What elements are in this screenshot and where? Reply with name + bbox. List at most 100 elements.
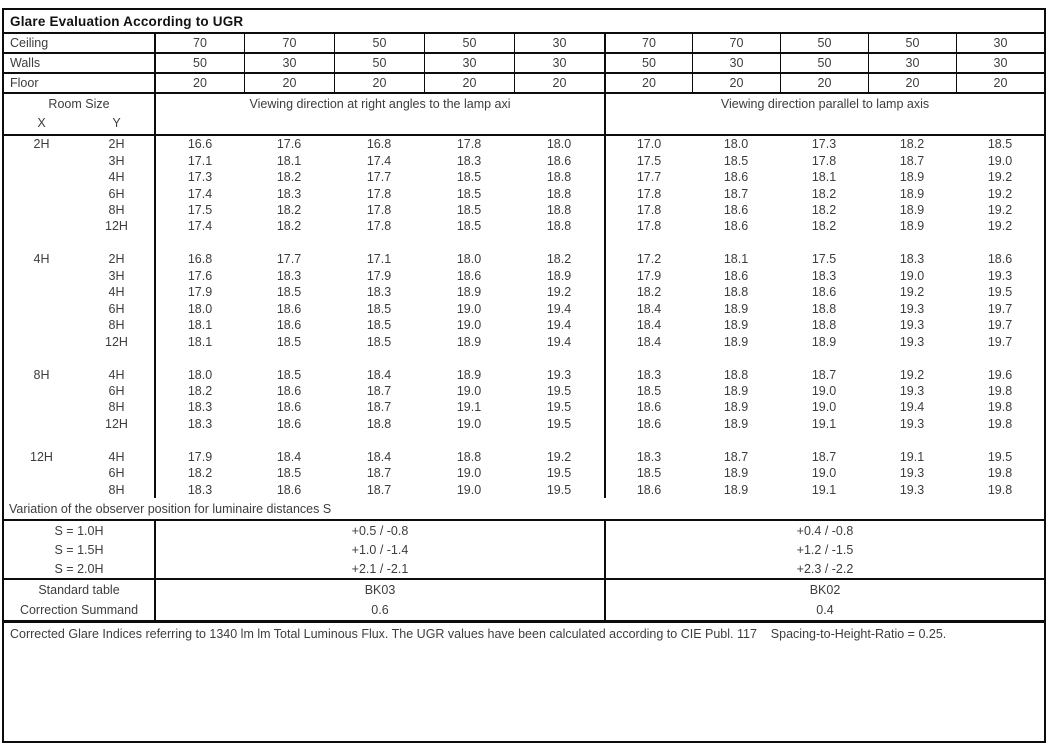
- ugr-value: 18.6: [276, 482, 302, 497]
- ugr-value: 18.9: [899, 170, 925, 185]
- ugr-value: 18.9: [723, 301, 749, 316]
- ugr-value: 17.3: [154, 168, 244, 186]
- room-x-value: 2H: [33, 137, 50, 152]
- ugr-value: 18.3: [456, 153, 482, 168]
- variation-rows-row: S = 1.5H +1.0 / -1.4 +1.2 / -1.5: [4, 540, 1044, 559]
- ugr-value: 18.1: [276, 153, 302, 168]
- surface-value: 50: [780, 34, 868, 52]
- surface-value: 50: [780, 54, 868, 72]
- ugr-value: 17.7: [604, 168, 692, 186]
- room-y-value: 6H: [108, 301, 125, 316]
- ugr-table-row: 8H 17.5 18.2 17.8 18.5 18.8 17.8 18.6 18.2 18.9 19…: [4, 201, 1044, 219]
- direction-header-right: Viewing direction parallel to lamp axis: [604, 94, 1044, 134]
- ugr-value: 18.9: [723, 416, 749, 431]
- ugr-value: 18.3: [154, 399, 244, 416]
- ugr-value: 19.5: [546, 466, 572, 481]
- ugr-value: 19.5: [987, 449, 1013, 464]
- room-y-value: 4H: [108, 367, 125, 382]
- standard-label-right-value: 0.4: [604, 600, 1044, 620]
- ugr-value: 17.5: [604, 152, 692, 169]
- surface-value: 30: [868, 54, 956, 72]
- ugr-value: 18.6: [987, 252, 1013, 267]
- ugr-value: 18.9: [456, 367, 482, 382]
- ugr-value: 18.9: [723, 482, 749, 497]
- ugr-value: 18.7: [366, 466, 392, 481]
- ugr-value: 18.6: [604, 481, 692, 498]
- ugr-value: 18.2: [154, 382, 244, 400]
- ugr-value: 19.8: [987, 384, 1013, 399]
- ugr-table-row: 6H 18.2 18.6 18.7 19.0 19.5 18.5 18.9 19.0 19.3 19…: [4, 382, 1044, 400]
- ugr-value: 19.2: [546, 449, 572, 464]
- ugr-value: 18.7: [899, 153, 925, 168]
- ugr-value: 18.2: [276, 219, 302, 234]
- ugr-value: 18.4: [604, 300, 692, 317]
- variation-label-left-value: +0.5 / -0.8: [154, 521, 604, 540]
- ugr-value: 17.8: [604, 185, 692, 202]
- room-size-y-label: Y: [112, 116, 121, 130]
- ugr-value: 19.4: [546, 318, 572, 333]
- room-x-value: [4, 383, 79, 399]
- ugr-value: 19.3: [899, 334, 925, 349]
- surface-value: 30: [424, 54, 514, 72]
- room-x-value: [4, 284, 79, 300]
- room-x-value: [4, 333, 79, 349]
- ugr-value: 19.5: [546, 384, 572, 399]
- room-y-value: 6H: [108, 384, 125, 399]
- room-y-value: 8H: [108, 318, 125, 333]
- ugr-value: 18.5: [276, 466, 302, 481]
- room-y-value: 4H: [108, 285, 125, 300]
- ugr-value: 19.5: [546, 416, 572, 431]
- surface-label: Floor: [10, 76, 39, 90]
- ugr-table-row: 3H 17.1 18.1 17.4 18.3 18.6 17.5 18.5 17.8 18.7 19…: [4, 152, 1044, 169]
- ugr-value: 19.7: [987, 334, 1013, 349]
- ugr-value: 18.8: [456, 449, 482, 464]
- ugr-value: 18.6: [276, 416, 302, 431]
- ugr-value: 19.4: [899, 400, 925, 415]
- direction-header-left: Viewing direction at right angles to the…: [154, 94, 604, 134]
- room-y-value: 12H: [105, 219, 128, 234]
- ugr-value: 19.8: [987, 482, 1013, 497]
- room-x-value: [4, 268, 79, 284]
- room-x-value: [4, 465, 79, 481]
- ugr-value: 18.8: [723, 367, 749, 382]
- variation-rows-row: S = 1.0H +0.5 / -0.8 +0.4 / -0.8: [4, 521, 1044, 540]
- surface-rows: Ceiling 70 70 50 50 30 70 70 50 50 30 Walls 50 30 50 30…: [4, 34, 1044, 94]
- gap-cell: [154, 432, 604, 449]
- ugr-value: 18.2: [811, 203, 837, 218]
- ugr-value: 17.6: [276, 137, 302, 152]
- ugr-value: 18.5: [276, 285, 302, 300]
- ugr-value: 19.2: [987, 203, 1013, 218]
- ugr-value: 18.9: [546, 268, 572, 283]
- room-y-value: 3H: [108, 268, 125, 283]
- ugr-value: 18.2: [899, 137, 925, 152]
- ugr-value: 18.8: [546, 170, 572, 185]
- surface-value: 20: [692, 74, 780, 92]
- ugr-value: 18.6: [723, 219, 749, 234]
- ugr-value: 18.7: [366, 384, 392, 399]
- surface-value: 30: [514, 54, 604, 72]
- surface-value: 20: [244, 74, 334, 92]
- ugr-table-row: 12H 18.3 18.6 18.8 19.0 19.5 18.6 18.9 19.1 19.3 1…: [4, 415, 1044, 433]
- ugr-value: 18.3: [154, 481, 244, 498]
- ugr-value: 18.6: [604, 399, 692, 416]
- ugr-value: 18.5: [604, 382, 692, 400]
- ugr-value: 17.9: [604, 267, 692, 285]
- ugr-value: 19.1: [456, 400, 482, 415]
- ugr-value: 19.4: [546, 301, 572, 316]
- room-x-value: [4, 218, 79, 234]
- footer-note: Corrected Glare Indices referring to 134…: [10, 627, 947, 641]
- ugr-value: 17.9: [154, 448, 244, 466]
- gap-cell: [4, 350, 154, 366]
- variation-header-text: Variation of the observer position for l…: [9, 501, 332, 516]
- ugr-value: 17.3: [811, 137, 837, 152]
- surface-value: 30: [956, 34, 1044, 52]
- ugr-value: 17.7: [366, 170, 392, 185]
- room-x-value: [4, 399, 79, 415]
- ugr-value: 18.2: [276, 203, 302, 218]
- ugr-value: 19.0: [456, 466, 482, 481]
- ugr-value: 18.3: [899, 252, 925, 267]
- ugr-value: 18.5: [456, 203, 482, 218]
- room-size-xy: X Y: [4, 114, 154, 132]
- room-y-value: 8H: [108, 203, 125, 218]
- ugr-value: 19.1: [811, 482, 837, 497]
